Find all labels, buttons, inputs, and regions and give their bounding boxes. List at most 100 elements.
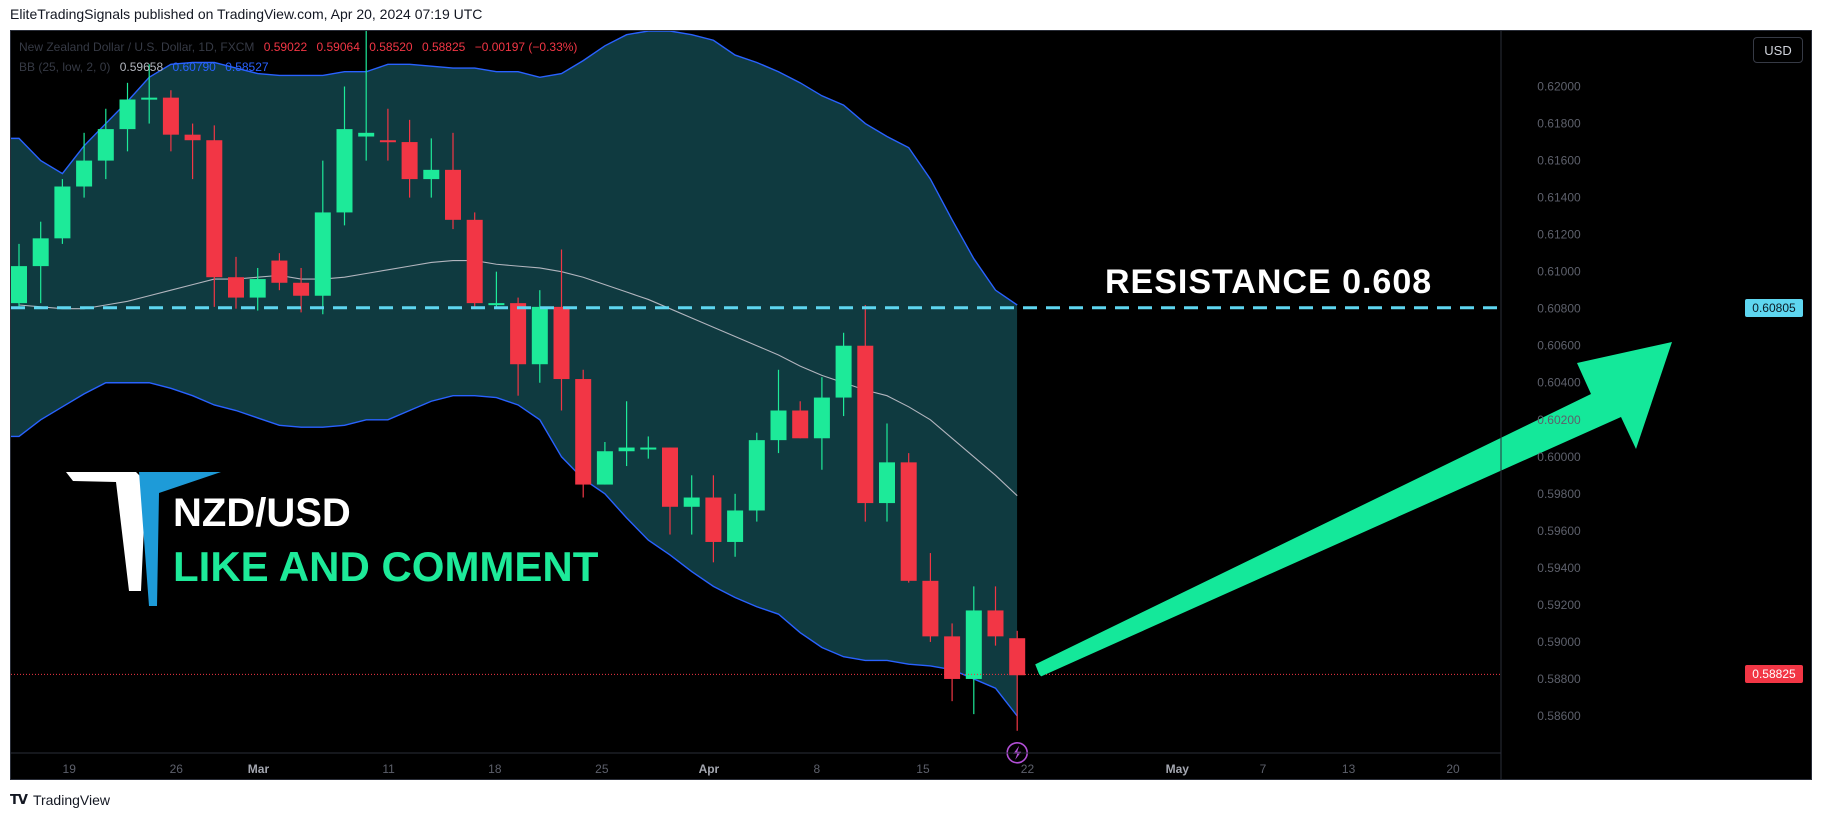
candle-body bbox=[987, 610, 1004, 637]
price-tick-label: 0.58600 bbox=[1537, 709, 1581, 723]
legend-low: 0.58520 bbox=[369, 40, 413, 54]
candle-body bbox=[162, 97, 179, 135]
legend-bb-lower: 0.58527 bbox=[225, 60, 269, 74]
legend-row-symbol: New Zealand Dollar / U.S. Dollar, 1D, FX… bbox=[19, 37, 577, 57]
legend-bb-label: BB (25, low, 2, 0) bbox=[19, 60, 111, 74]
candle-body bbox=[835, 345, 852, 398]
time-tick-label: 11 bbox=[382, 762, 395, 776]
candle-body bbox=[596, 451, 613, 485]
footer: TV TradingView bbox=[10, 792, 110, 808]
candle-body bbox=[944, 636, 961, 679]
candle-body bbox=[705, 497, 722, 542]
time-axis[interactable]: 19 26 Mar 11 18 25 Apr 8 15 22 May 7 13 20 bbox=[63, 762, 1460, 776]
candle-body bbox=[401, 142, 418, 180]
bollinger-lower-line bbox=[11, 382, 1018, 717]
price-tick-label: 0.59600 bbox=[1537, 524, 1581, 538]
candle-body bbox=[857, 345, 874, 504]
time-tick-label: 22 bbox=[1021, 762, 1035, 776]
candle-body bbox=[32, 238, 49, 267]
candle-body bbox=[249, 279, 266, 298]
candle-body bbox=[423, 169, 440, 180]
price-tick-label: 0.60200 bbox=[1537, 413, 1581, 427]
bollinger-upper-line bbox=[11, 31, 1018, 306]
candle-body bbox=[531, 306, 548, 365]
candle-body bbox=[748, 440, 765, 511]
legend-close: 0.58825 bbox=[421, 40, 466, 54]
time-tick-label: Mar bbox=[248, 762, 270, 776]
candle-body bbox=[922, 580, 939, 637]
candle-body bbox=[293, 282, 310, 296]
legend-symbol: New Zealand Dollar / U.S. Dollar, 1D, FX… bbox=[19, 40, 255, 54]
resistance-price-tag: 0.60805 bbox=[1745, 298, 1803, 317]
candle-body bbox=[271, 260, 288, 283]
price-tick-label: 0.61000 bbox=[1537, 265, 1581, 279]
candle-body bbox=[314, 212, 331, 296]
tradingview-logo-icon: TV bbox=[10, 792, 28, 808]
current-price-tag: 0.58825 bbox=[1745, 665, 1803, 684]
candle-body bbox=[553, 306, 570, 380]
legend-bb-upper: 0.60790 bbox=[172, 60, 216, 74]
time-tick-label: 20 bbox=[1446, 762, 1460, 776]
candle-body bbox=[488, 303, 505, 306]
candle-body bbox=[640, 447, 657, 450]
brand-logo-icon bbox=[66, 472, 221, 606]
candle-body bbox=[11, 266, 27, 304]
candle-body bbox=[770, 410, 787, 441]
price-tick-label: 0.60600 bbox=[1537, 339, 1581, 353]
pair-label: NZD/USD bbox=[173, 491, 351, 535]
candle-body bbox=[965, 610, 982, 679]
legend-row-bb: BB (25, low, 2, 0) 0.59658 0.60790 0.585… bbox=[19, 57, 577, 77]
time-tick-label: 13 bbox=[1342, 762, 1356, 776]
candle-body bbox=[119, 99, 136, 130]
legend-open: 0.59022 bbox=[263, 40, 308, 54]
time-tick-label: 7 bbox=[1260, 762, 1267, 776]
price-tick-label: 0.61600 bbox=[1537, 154, 1581, 168]
price-tick-label: 0.62000 bbox=[1537, 80, 1581, 94]
price-tick-label: 0.59000 bbox=[1537, 635, 1581, 649]
candle-body bbox=[228, 277, 244, 298]
price-tick-label: 0.60400 bbox=[1537, 376, 1581, 390]
price-tick-label: 0.58800 bbox=[1537, 672, 1581, 686]
price-tick-label: 0.60000 bbox=[1537, 450, 1581, 464]
candles-group bbox=[11, 31, 1026, 731]
candle-body bbox=[727, 510, 744, 542]
price-tick-label: 0.61200 bbox=[1537, 228, 1581, 242]
chart-frame[interactable]: 0.62000 0.61800 0.61600 0.61400 0.61200 0.610… bbox=[10, 30, 1812, 780]
candle-body bbox=[379, 140, 396, 143]
cta-label: LIKE AND COMMENT bbox=[173, 543, 599, 590]
candle-body bbox=[575, 379, 592, 485]
price-chart[interactable]: 0.62000 0.61800 0.61600 0.61400 0.61200 0.610… bbox=[11, 31, 1812, 780]
price-axis[interactable]: 0.62000 0.61800 0.61600 0.61400 0.61200 0.610… bbox=[1537, 80, 1581, 723]
candle-body bbox=[900, 462, 917, 581]
up-arrow-icon bbox=[1035, 342, 1672, 677]
time-tick-label: 15 bbox=[916, 762, 930, 776]
future-area bbox=[1017, 31, 1501, 753]
price-tick-label: 0.60800 bbox=[1537, 302, 1581, 316]
candle-body bbox=[445, 169, 461, 220]
candle-body bbox=[54, 186, 71, 239]
time-tick-label: 8 bbox=[813, 762, 820, 776]
currency-button[interactable]: USD bbox=[1753, 37, 1803, 63]
price-tick-label: 0.59200 bbox=[1537, 598, 1581, 612]
price-tick-label: 0.59400 bbox=[1537, 561, 1581, 575]
candle-body bbox=[358, 132, 375, 137]
candle-body bbox=[206, 140, 223, 278]
candle-body bbox=[683, 497, 700, 507]
publisher-header: EliteTradingSignals published on Trading… bbox=[10, 6, 483, 22]
candle-body bbox=[336, 129, 353, 213]
logo-blue-stroke bbox=[139, 472, 221, 606]
footer-brand: TradingView bbox=[32, 792, 110, 808]
logo-white-stroke bbox=[66, 472, 146, 591]
candle-body bbox=[813, 397, 830, 439]
candle-body bbox=[466, 219, 483, 304]
chart-legend: New Zealand Dollar / U.S. Dollar, 1D, FX… bbox=[19, 37, 577, 77]
bollinger-band-fill bbox=[11, 31, 1018, 716]
price-tick-label: 0.59800 bbox=[1537, 487, 1581, 501]
time-tick-label: Apr bbox=[699, 762, 720, 776]
price-tick-label: 0.61400 bbox=[1537, 191, 1581, 205]
candle-body bbox=[97, 129, 114, 161]
time-tick-label: 25 bbox=[595, 762, 609, 776]
time-tick-label: 19 bbox=[63, 762, 77, 776]
legend-change: −0.00197 (−0.33%) bbox=[474, 40, 578, 54]
legend-bb-basis: 0.59658 bbox=[119, 60, 164, 74]
